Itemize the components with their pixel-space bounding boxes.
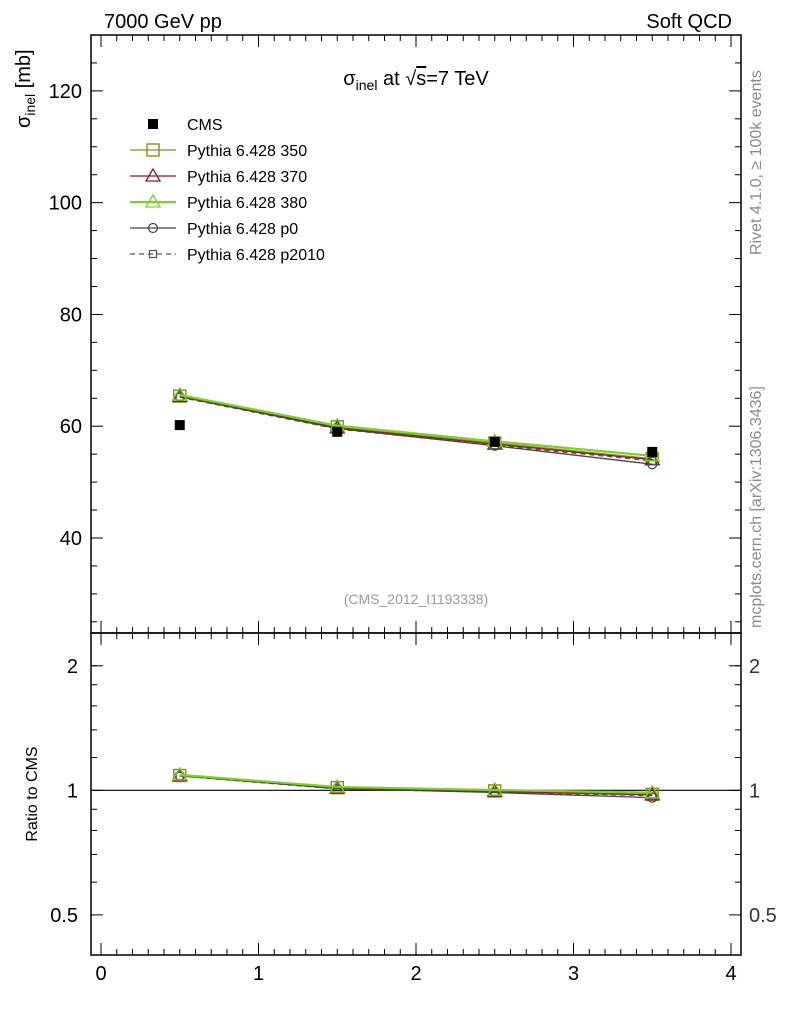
cms-data-point	[174, 420, 185, 431]
main-y-tick-label: 40	[60, 528, 82, 550]
y-tick-labels: 40 60 80 100 120 0.5 0.5 1 1 2 2	[49, 81, 777, 927]
cms-data-point	[332, 426, 343, 437]
axis-ticks	[91, 34, 741, 955]
x-tick-labels: 0 1 2 3 4	[95, 963, 736, 985]
ratio-y-tick-label-right: 2	[749, 656, 760, 678]
mcplots-source-label: mcplots.cern.ch [arXiv:1306.3436]	[748, 386, 765, 628]
legend-marker	[146, 143, 160, 157]
legend-label: Pythia 6.428 p2010	[187, 247, 325, 264]
legend-marker	[148, 119, 158, 129]
main-y-tick-label: 120	[49, 81, 82, 103]
rivet-version-label: Rivet 4.1.0, ≥ 100k events	[748, 70, 765, 255]
ratio-y-axis-label: Ratio to CMS	[24, 746, 41, 841]
series-line	[179, 395, 653, 465]
ratio-y-tick-label-right: 0.5	[749, 905, 777, 927]
legend-label: CMS	[187, 117, 223, 134]
main-y-tick-label: 100	[49, 193, 82, 215]
ratio-y-tick-label: 2	[67, 656, 78, 678]
x-tick-label: 0	[95, 963, 106, 985]
x-tick-label: 3	[568, 963, 579, 985]
main-y-axis-label: σinel [mb]	[13, 49, 38, 128]
ratio-series-line	[179, 773, 653, 794]
legend-marker	[144, 193, 162, 208]
ratio-data-point	[171, 766, 188, 781]
cms-data-point	[489, 436, 500, 447]
series-line	[179, 396, 653, 462]
ratio-data-point	[486, 781, 503, 796]
analysis-id-label: (CMS_2012_I1193338)	[344, 591, 489, 607]
ratio-y-tick-label-right: 1	[749, 780, 760, 802]
legend-label: Pythia 6.428 370	[187, 169, 307, 186]
cms-data-point	[647, 446, 658, 457]
main-series-group	[171, 386, 661, 470]
ratio-y-tick-label: 1	[67, 780, 78, 802]
header-right-label: Soft QCD	[646, 11, 732, 33]
legend-marker	[144, 167, 162, 182]
ratio-series-line	[179, 775, 653, 799]
legend-marker	[148, 249, 158, 259]
legend: CMS Pythia 6.428 350 Pythia 6.428 370 Pythi…	[130, 117, 325, 264]
ratio-data-point	[644, 784, 661, 799]
legend-label: Pythia 6.428 380	[187, 195, 307, 212]
ratio-y-tick-label: 0.5	[50, 905, 78, 927]
x-tick-label: 2	[410, 963, 421, 985]
x-tick-label: 4	[725, 963, 736, 985]
x-tick-label: 1	[253, 963, 264, 985]
ratio-series-group	[171, 766, 661, 803]
legend-label: Pythia 6.428 350	[187, 143, 307, 160]
legend-label: Pythia 6.428 p0	[187, 221, 298, 238]
legend-marker	[147, 222, 159, 234]
chart-title: σinel at √s=7 TeV	[343, 68, 489, 93]
ratio-data-point	[489, 787, 500, 798]
data-point	[647, 459, 658, 470]
main-y-tick-label: 60	[60, 416, 82, 438]
header-left-label: 7000 GeV pp	[104, 11, 222, 33]
series-line	[179, 393, 653, 457]
main-y-tick-label: 80	[60, 304, 82, 326]
data-point	[171, 386, 188, 401]
ratio-data-point	[329, 778, 346, 793]
